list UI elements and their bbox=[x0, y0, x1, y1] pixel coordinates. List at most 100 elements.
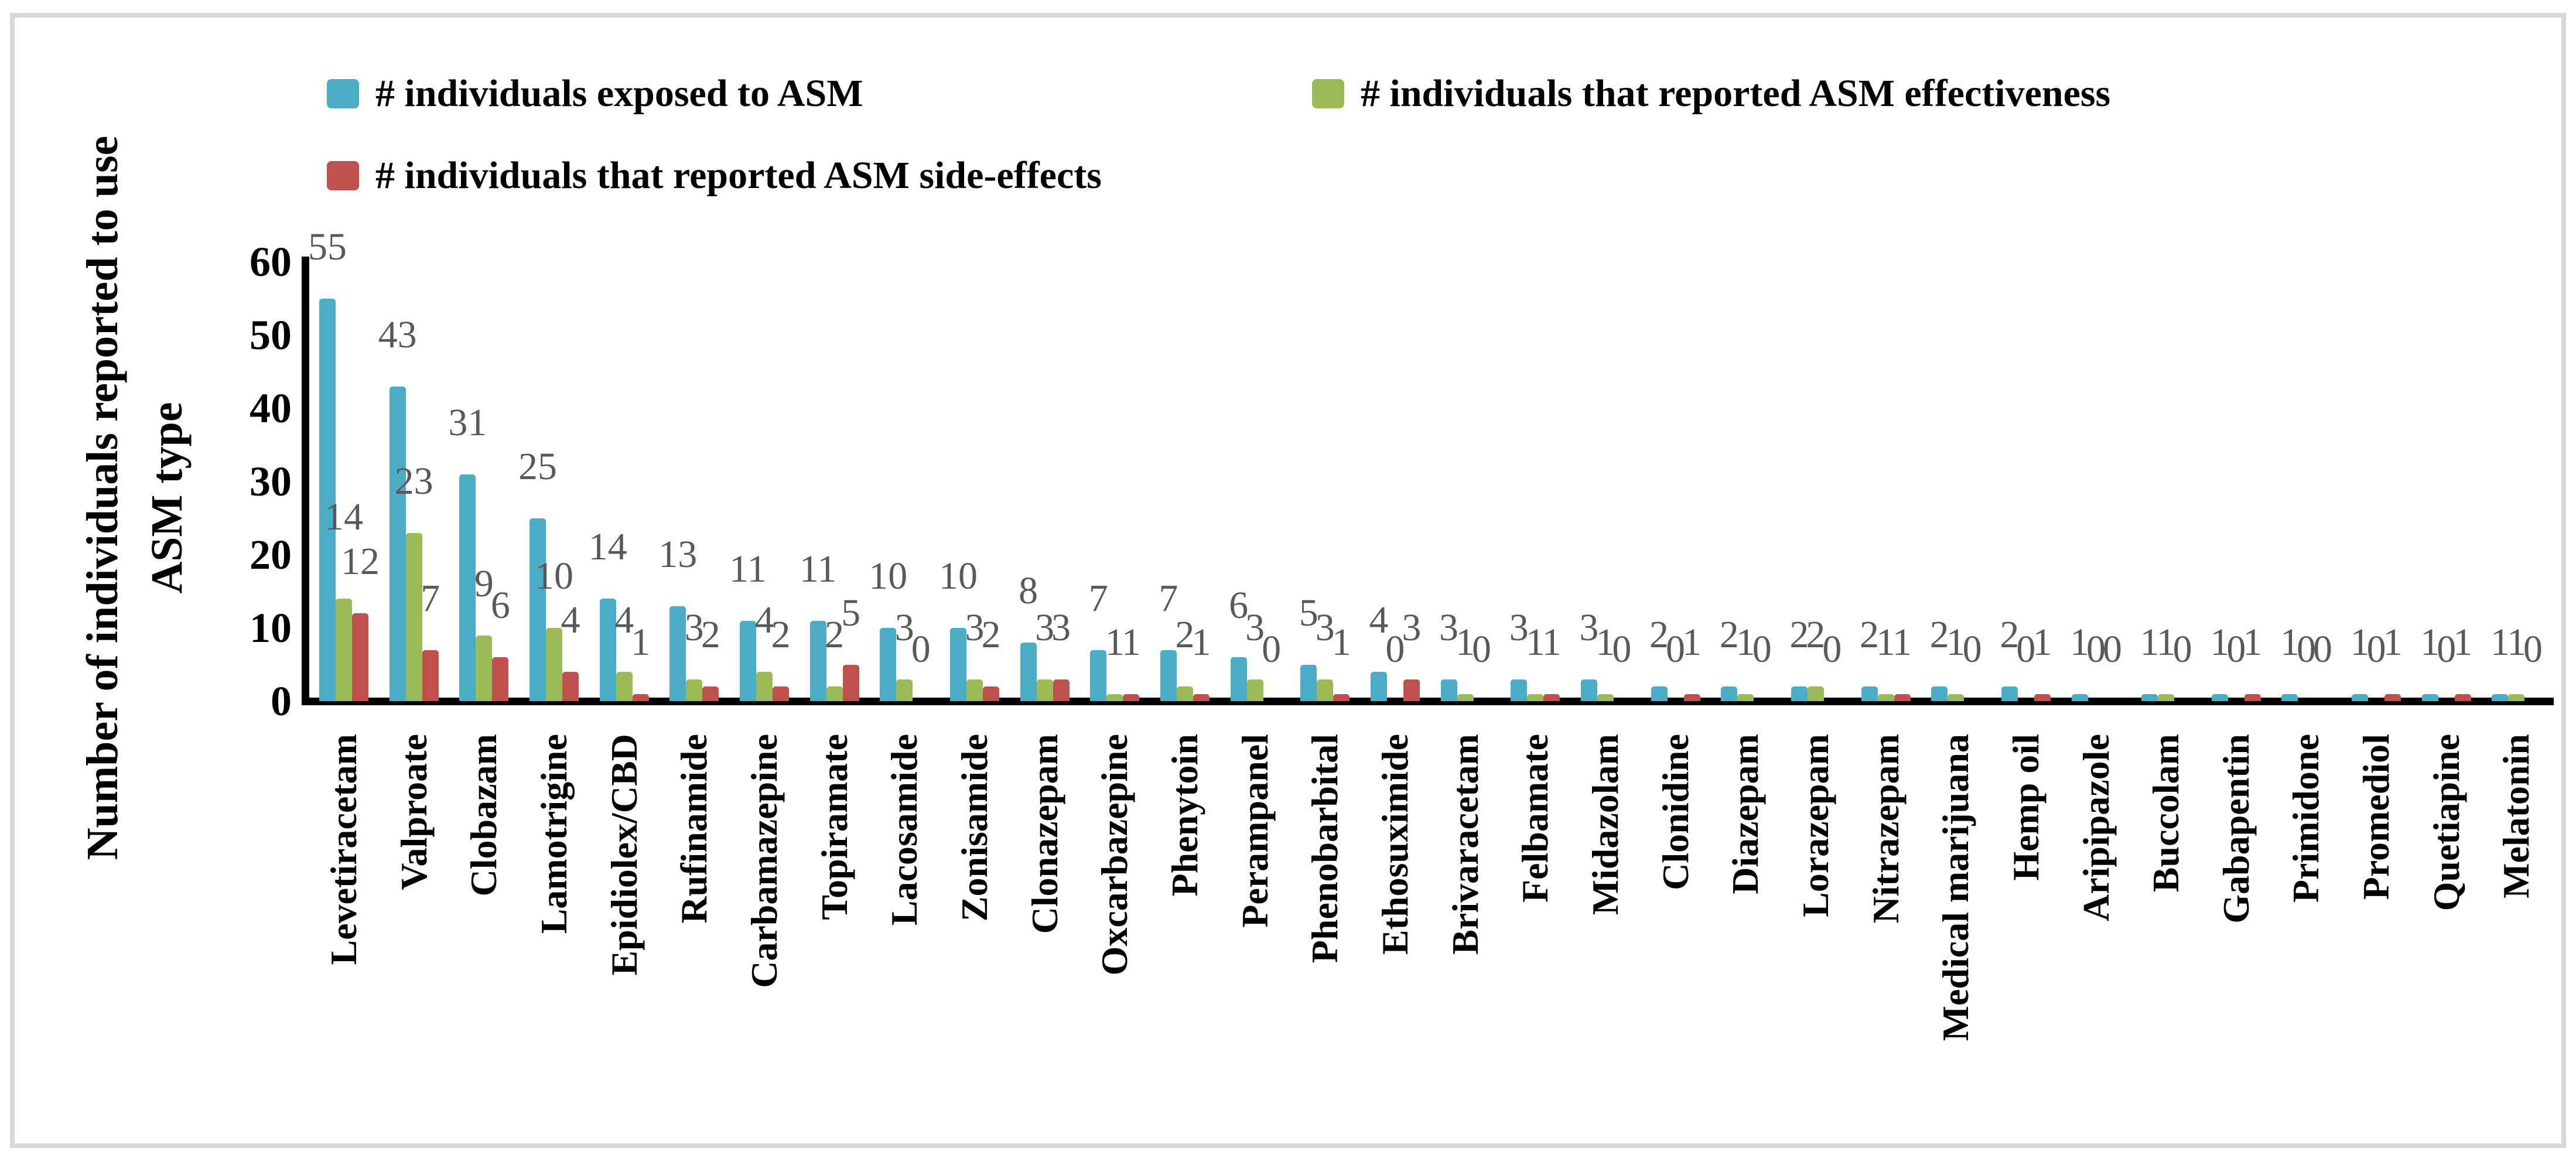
data-label-side-effects: 2 bbox=[981, 613, 1001, 656]
bar-side-effects bbox=[1543, 694, 1560, 701]
bar-effectiveness bbox=[1457, 694, 1474, 701]
data-label-side-effects: 0 bbox=[1472, 628, 1492, 671]
bar-effectiveness bbox=[1036, 679, 1053, 701]
data-label-side-effects: 0 bbox=[2172, 628, 2192, 671]
y-axis-line bbox=[302, 257, 309, 705]
bar-side-effects bbox=[1894, 694, 1911, 701]
data-label-effectiveness: 0 bbox=[1385, 628, 1405, 671]
bar-effectiveness bbox=[896, 679, 913, 701]
data-label-exposed: 25 bbox=[518, 445, 557, 488]
data-label-side-effects: 1 bbox=[1682, 620, 1702, 664]
category-label-text: Clobazam bbox=[463, 734, 505, 897]
legend-label-effectiveness: # individuals that reported ASM effectiv… bbox=[1361, 72, 2111, 115]
bar-exposed bbox=[880, 628, 897, 701]
data-label-exposed: 2 bbox=[1719, 613, 1739, 656]
data-label-side-effects: 12 bbox=[341, 540, 380, 583]
category-label-text: Medical marijuana bbox=[1935, 734, 1977, 1041]
bar-exposed bbox=[1861, 686, 1878, 701]
category-label-text: Melatonin bbox=[2495, 734, 2537, 899]
category-label-text: Ethosuximide bbox=[1374, 734, 1416, 955]
bar-exposed bbox=[459, 474, 476, 701]
bar-exposed bbox=[1721, 686, 1738, 701]
bar-effectiveness bbox=[826, 686, 843, 701]
bar-side-effects bbox=[2454, 694, 2471, 701]
data-label-exposed: 1 bbox=[2280, 620, 2300, 664]
data-label-effectiveness: 0 bbox=[2437, 628, 2457, 671]
bar-exposed bbox=[2421, 694, 2438, 701]
bar-exposed bbox=[2141, 694, 2158, 701]
bar-exposed bbox=[1090, 650, 1107, 701]
bar-side-effects bbox=[1193, 694, 1210, 701]
category-label-text: Rufinamide bbox=[673, 734, 715, 924]
legend-swatch-exposed-icon bbox=[327, 79, 359, 108]
bar-side-effects bbox=[1403, 679, 1420, 701]
bar-exposed bbox=[529, 518, 546, 701]
data-label-exposed: 2 bbox=[1649, 613, 1669, 656]
data-label-exposed: 3 bbox=[1579, 606, 1599, 649]
data-label-exposed: 43 bbox=[378, 313, 417, 356]
data-label-side-effects: 2 bbox=[771, 613, 791, 656]
data-label-effectiveness: 14 bbox=[324, 496, 363, 538]
data-label-exposed: 10 bbox=[938, 555, 978, 597]
data-label-exposed: 1 bbox=[2490, 620, 2510, 664]
data-label-side-effects: 0 bbox=[2523, 628, 2543, 671]
bar-side-effects bbox=[842, 664, 859, 701]
bar-effectiveness bbox=[405, 532, 422, 701]
data-label-exposed: 6 bbox=[1229, 584, 1249, 627]
category-label-text: Lamotrigine bbox=[532, 734, 575, 934]
data-label-effectiveness: 0 bbox=[2226, 628, 2246, 671]
data-label-effectiveness: 3 bbox=[965, 606, 985, 649]
bar-effectiveness bbox=[1948, 694, 1965, 701]
y-tick-label: 60 bbox=[250, 238, 292, 285]
data-label-effectiveness: 1 bbox=[1596, 620, 1615, 664]
data-label-side-effects: 4 bbox=[561, 599, 580, 641]
data-label-effectiveness: 0 bbox=[2016, 628, 2036, 671]
bar-exposed bbox=[1791, 686, 1808, 701]
bar-exposed bbox=[1160, 650, 1177, 701]
data-label-side-effects: 0 bbox=[1262, 628, 1282, 671]
legend-label-exposed: # individuals exposed to ASM bbox=[375, 72, 863, 115]
category-label-text: Promediol bbox=[2355, 734, 2397, 900]
data-label-exposed: 3 bbox=[1439, 606, 1459, 649]
bar-effectiveness bbox=[966, 679, 983, 701]
data-label-exposed: 8 bbox=[1019, 569, 1038, 612]
data-label-exposed: 1 bbox=[2350, 620, 2370, 664]
bar-side-effects bbox=[2384, 694, 2401, 701]
bar-effectiveness bbox=[1527, 694, 1544, 701]
data-label-effectiveness: 3 bbox=[1035, 606, 1055, 649]
bar-side-effects bbox=[562, 672, 579, 701]
data-label-exposed: 11 bbox=[799, 547, 837, 590]
category-label-text: Phenytoin bbox=[1163, 734, 1205, 897]
bar-effectiveness bbox=[545, 628, 562, 701]
bar-effectiveness bbox=[686, 679, 703, 701]
category-label-text: Quetiapine bbox=[2425, 734, 2467, 911]
bar-exposed bbox=[2211, 694, 2228, 701]
bar-side-effects bbox=[702, 686, 719, 701]
legend-item-effectiveness: # individuals that reported ASM effectiv… bbox=[1312, 74, 2110, 113]
y-tick-label: 0 bbox=[271, 678, 292, 725]
bar-exposed bbox=[1440, 679, 1457, 701]
bar-exposed bbox=[1300, 664, 1317, 701]
bar-exposed bbox=[2352, 694, 2369, 701]
data-label-side-effects: 0 bbox=[1822, 628, 1842, 671]
data-label-effectiveness: 0 bbox=[2296, 628, 2316, 671]
data-label-exposed: 2 bbox=[1789, 613, 1809, 656]
data-label-side-effects: 0 bbox=[911, 628, 931, 671]
bar-effectiveness bbox=[476, 635, 493, 701]
data-label-exposed: 1 bbox=[2420, 620, 2440, 664]
data-label-effectiveness: 1 bbox=[1525, 620, 1545, 664]
category-label-text: Oxcarbazepine bbox=[1094, 734, 1136, 976]
data-label-effectiveness: 4 bbox=[614, 599, 634, 641]
y-axis-title-line1: Number of individuals reported to use bbox=[78, 135, 127, 860]
data-label-side-effects: 1 bbox=[1121, 620, 1141, 664]
y-tick-label: 10 bbox=[250, 604, 292, 651]
data-label-exposed: 2 bbox=[2000, 613, 2020, 656]
bar-side-effects bbox=[492, 657, 509, 701]
data-label-effectiveness: 0 bbox=[2366, 628, 2386, 671]
data-label-effectiveness: 10 bbox=[534, 555, 573, 597]
bar-side-effects bbox=[772, 686, 789, 701]
category-label-text: Midazolam bbox=[1584, 734, 1626, 916]
category-label-text: Felbamate bbox=[1514, 734, 1556, 903]
data-label-effectiveness: 1 bbox=[1876, 620, 1896, 664]
data-label-side-effects: 1 bbox=[2383, 620, 2403, 664]
